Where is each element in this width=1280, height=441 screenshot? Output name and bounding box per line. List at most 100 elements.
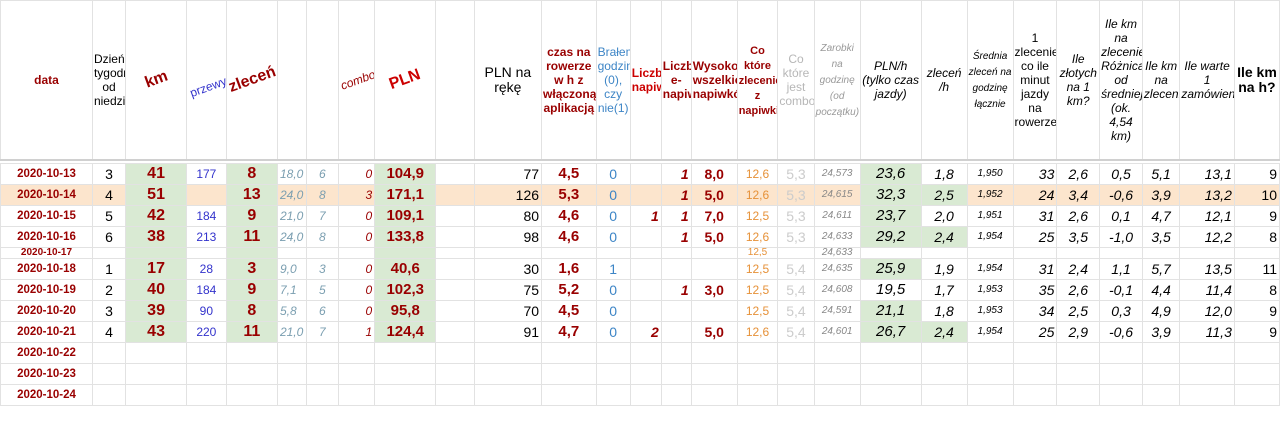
cell-bonus-hours[interactable] — [276, 247, 307, 259]
cell-km[interactable]: 39 — [125, 300, 188, 322]
cell-minutes-per-order[interactable]: 25 — [1012, 226, 1058, 248]
cell-e-tips-count[interactable] — [660, 300, 692, 322]
header-tips-count[interactable]: Liczba napiwków: — [629, 0, 662, 161]
cell-km-diff[interactable]: -1,0 — [1099, 226, 1143, 248]
cell-tips-amount[interactable] — [690, 363, 738, 385]
cell-minutes-per-order[interactable] — [1012, 247, 1058, 259]
cell-big-orders[interactable]: 8 — [305, 226, 339, 248]
cell-weekday[interactable]: 2 — [91, 279, 127, 301]
cell-tips-amount[interactable]: 5,0 — [690, 184, 738, 206]
cell-km-per-order[interactable] — [1141, 363, 1181, 385]
header-combo[interactable]: combo — [337, 0, 376, 161]
cell-avg-orders-per-hour[interactable]: 1,953 — [966, 300, 1014, 322]
cell-pln-per-hour[interactable]: 32,3 — [859, 184, 922, 206]
cell-combo[interactable]: 0 — [337, 226, 376, 248]
header-tips-amount[interactable]: Wysokość wszelkich napiwków — [690, 0, 738, 161]
cell-tip-every[interactable]: 12,6 — [736, 321, 779, 343]
header-pln[interactable]: PLN — [374, 0, 437, 161]
cell-pln-per-hour[interactable]: 19,5 — [859, 279, 922, 301]
cell-ride-time[interactable]: 1,6 — [541, 258, 597, 280]
cell-date[interactable]: 2020-10-24 — [0, 384, 93, 406]
cell-orders-per-hour[interactable]: 1,9 — [920, 258, 968, 280]
cell-tips-amount[interactable]: 5,0 — [690, 226, 738, 248]
cell-hours-flag[interactable] — [595, 247, 631, 259]
cell-tip-every[interactable]: 12,6 — [736, 226, 779, 248]
cell-avg-orders-per-hour[interactable]: 1,954 — [966, 226, 1014, 248]
cell-climb[interactable] — [186, 184, 227, 206]
cell-km-per-order[interactable]: 4,7 — [1141, 205, 1181, 227]
cell-pln-per-km[interactable]: 2,6 — [1056, 279, 1101, 301]
cell-pln-net[interactable]: 80 — [473, 205, 543, 227]
cell-pln-per-km[interactable]: 2,6 — [1056, 163, 1101, 185]
cell-pln-per-hour[interactable] — [859, 342, 922, 364]
cell-hours-flag[interactable]: 0 — [595, 205, 631, 227]
cell-pln[interactable]: 95,8 — [374, 300, 437, 322]
cell-tips-amount[interactable]: 3,0 — [690, 279, 738, 301]
cell-minutes-per-order[interactable]: 24 — [1012, 184, 1058, 206]
cell-orders-per-hour[interactable] — [920, 363, 968, 385]
cell-ride-time[interactable]: 5,2 — [541, 279, 597, 301]
cell-ride-time[interactable]: 4,7 — [541, 321, 597, 343]
cell-weekday[interactable]: 5 — [91, 205, 127, 227]
cell-climb[interactable]: 177 — [186, 163, 227, 185]
cell-hours-flag[interactable]: 0 — [595, 184, 631, 206]
cell-tip-every[interactable] — [736, 342, 779, 364]
cell-order-value[interactable]: 12,2 — [1179, 226, 1235, 248]
cell-climb[interactable] — [186, 342, 227, 364]
cell-hours-flag[interactable] — [595, 363, 631, 385]
cell-hours-flag[interactable] — [595, 342, 631, 364]
cell-pln-per-km[interactable]: 2,4 — [1056, 258, 1101, 280]
table-row[interactable]: 2020-10-16 6 38 213 11 24,0 8 0 133,8 98 4,6 0 1 5,0 1… — [0, 226, 1280, 248]
cell-small-traffic-comp[interactable] — [435, 205, 475, 227]
cell-date[interactable]: 2020-10-13 — [0, 163, 93, 185]
cell-avg-orders-per-hour[interactable]: 1,954 — [966, 321, 1014, 343]
table-row[interactable]: 2020-10-20 3 39 90 8 5,8 6 0 95,8 70 4,5 0 12,5 5,4 24… — [0, 300, 1280, 322]
cell-tips-count[interactable] — [629, 279, 662, 301]
cell-minutes-per-order[interactable]: 31 — [1012, 205, 1058, 227]
cell-tips-amount[interactable]: 8,0 — [690, 163, 738, 185]
header-km-per-order[interactable]: Ile km na zlecenie? — [1141, 0, 1181, 161]
cell-tip-every[interactable]: 12,5 — [736, 279, 779, 301]
cell-small-traffic-comp[interactable] — [435, 163, 475, 185]
cell-pln-per-km[interactable]: 3,5 — [1056, 226, 1101, 248]
cell-avg-orders-per-hour[interactable] — [966, 363, 1014, 385]
cell-small-traffic-comp[interactable] — [435, 258, 475, 280]
cell-combo-every[interactable]: 5,3 — [777, 226, 815, 248]
cell-pln[interactable]: 104,9 — [374, 163, 437, 185]
cell-pln-net[interactable]: 91 — [473, 321, 543, 343]
cell-weekday[interactable]: 6 — [91, 226, 127, 248]
cell-minutes-per-order[interactable] — [1012, 384, 1058, 406]
cell-date[interactable]: 2020-10-15 — [0, 205, 93, 227]
cell-orders-per-hour[interactable]: 1,8 — [920, 163, 968, 185]
cell-big-orders[interactable] — [305, 247, 339, 259]
cell-tips-count[interactable] — [629, 384, 662, 406]
cell-orders-per-hour[interactable]: 1,7 — [920, 279, 968, 301]
cell-date[interactable]: 2020-10-14 — [0, 184, 93, 206]
cell-small-traffic-comp[interactable] — [435, 279, 475, 301]
cell-minutes-per-order[interactable]: 31 — [1012, 258, 1058, 280]
cell-combo-every[interactable]: 5,3 — [777, 205, 815, 227]
cell-km-per-hour[interactable]: 8 — [1233, 279, 1280, 301]
cell-km[interactable] — [125, 247, 188, 259]
cell-small-traffic-comp[interactable] — [435, 226, 475, 248]
cell-pln-per-hour[interactable]: 29,2 — [859, 226, 922, 248]
cell-combo-every[interactable]: 5,4 — [777, 321, 815, 343]
cell-hourly-avg[interactable]: 24,573 — [813, 163, 861, 185]
cell-e-tips-count[interactable]: 1 — [660, 184, 692, 206]
cell-hourly-avg[interactable] — [813, 363, 861, 385]
cell-combo[interactable]: 3 — [337, 184, 376, 206]
table-row[interactable]: 2020-10-17 12,5 24,633 — [0, 247, 1280, 259]
cell-small-traffic-comp[interactable] — [435, 300, 475, 322]
header-e-tips-count[interactable]: Liczba e-napiwków: — [660, 0, 692, 161]
cell-date[interactable]: 2020-10-23 — [0, 363, 93, 385]
cell-km[interactable]: 43 — [125, 321, 188, 343]
cell-small-traffic-comp[interactable] — [435, 247, 475, 259]
header-avg-orders-per-hour[interactable]: Średnia zleceń na godzinę łącznie — [966, 0, 1014, 161]
table-row[interactable]: 2020-10-22 — [0, 342, 1280, 364]
cell-order-value[interactable]: 12,0 — [1179, 300, 1235, 322]
cell-e-tips-count[interactable] — [660, 258, 692, 280]
cell-bonus-hours[interactable]: 18,0 — [276, 163, 307, 185]
cell-combo[interactable] — [337, 384, 376, 406]
cell-hourly-avg[interactable]: 24,591 — [813, 300, 861, 322]
cell-km[interactable]: 42 — [125, 205, 188, 227]
